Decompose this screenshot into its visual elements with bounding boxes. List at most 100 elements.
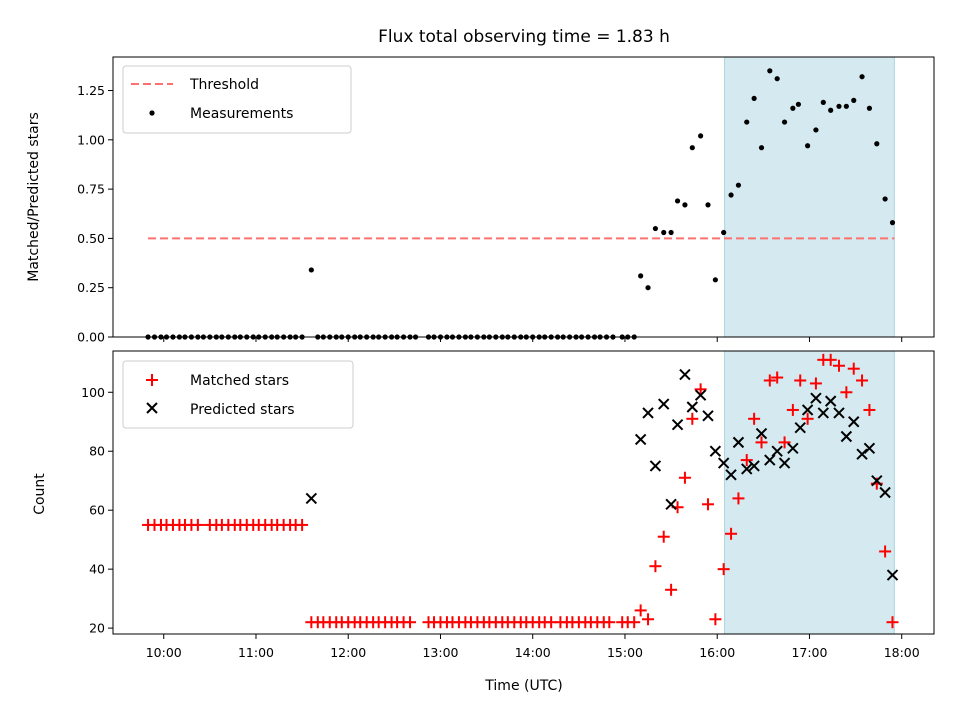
y-tick-label: 0.25 xyxy=(77,280,105,295)
top-x-ticks xyxy=(163,337,903,342)
measurement-point xyxy=(859,74,865,80)
predicted-star-point xyxy=(686,401,699,413)
matched-star-point xyxy=(296,518,309,531)
measurement-point xyxy=(874,141,880,147)
x-axis-label: Time (UTC) xyxy=(484,678,562,694)
bottom-highlight-span xyxy=(724,350,895,635)
measurement-point xyxy=(820,99,826,105)
matched-star-point xyxy=(191,518,204,531)
predicted-star-point xyxy=(801,404,814,416)
measurement-point xyxy=(758,145,765,151)
predicted-star-point xyxy=(642,407,654,419)
x-tick-label: 13:00 xyxy=(422,645,458,660)
matched-star-point xyxy=(686,412,699,425)
predicted-star-point xyxy=(871,475,883,487)
predicted-star-point xyxy=(848,416,860,428)
matched-star-point xyxy=(840,386,853,399)
matched-star-point xyxy=(809,377,822,390)
predicted-star-point xyxy=(694,389,707,401)
matched-star-point xyxy=(740,454,753,467)
matched-star-point xyxy=(634,604,647,617)
matched-star-point xyxy=(786,403,799,416)
predicted-star-point xyxy=(748,460,760,472)
matched-star-point xyxy=(856,374,869,387)
legend-matched-swatch xyxy=(146,374,158,386)
matched-star-point xyxy=(801,412,814,425)
y-tick-label: 20 xyxy=(89,621,105,636)
measurement-point xyxy=(698,133,704,139)
predicted-star-point xyxy=(634,433,647,446)
x-tick-label: 15:00 xyxy=(607,645,643,660)
y-tick-label: 40 xyxy=(89,562,105,577)
bottom-y-ticks: 20 40 60 80 100 xyxy=(81,385,113,636)
measurement-point xyxy=(795,101,801,107)
top-y-axis-label: Matched/Predicted stars xyxy=(26,112,42,282)
x-tick-label: 14:00 xyxy=(515,645,551,660)
predicted-star-point xyxy=(649,460,662,472)
predicted-star-point xyxy=(709,445,722,457)
bottom-plot-frame xyxy=(112,350,935,635)
measurement-point xyxy=(781,119,788,125)
x-tick-label: 11:00 xyxy=(238,645,274,660)
matched-star-point xyxy=(778,436,791,449)
matched-star-point xyxy=(665,583,678,596)
legend-matched-label: Matched stars xyxy=(190,373,289,389)
predicted-star-point xyxy=(702,410,714,422)
bottom-legend-frame xyxy=(122,360,354,429)
matched-star-point xyxy=(886,616,899,629)
measurement-point xyxy=(774,76,780,82)
predicted-star-point xyxy=(671,418,684,431)
measurement-point xyxy=(668,229,674,236)
y-tick-label: 100 xyxy=(81,385,105,400)
measurement-point xyxy=(744,119,750,125)
legend-threshold-label: Threshold xyxy=(189,77,259,93)
measurement-point xyxy=(728,192,734,198)
predicted-star-point xyxy=(732,436,745,449)
matched-star-point xyxy=(649,560,662,573)
x-tick-label: 12:00 xyxy=(330,645,366,660)
matched-star-point xyxy=(879,545,892,558)
legend-predicted-swatch xyxy=(146,402,158,414)
matched-star-point xyxy=(694,383,707,396)
predicted-star-point xyxy=(665,498,677,510)
predicted-star-point xyxy=(658,398,670,410)
matched-star-point xyxy=(603,616,616,629)
measurement-point xyxy=(851,97,857,103)
top-panel: 0.00 0.25 0.50 0.75 1.00 1.25 Matched/Predict… xyxy=(26,56,935,345)
y-tick-label: 0.75 xyxy=(77,182,105,197)
predicted-star-point xyxy=(863,442,876,454)
predicted-star-points xyxy=(305,368,899,581)
measurement-point xyxy=(790,105,796,111)
matched-star-point xyxy=(717,563,730,576)
matched-star-points xyxy=(142,353,899,629)
y-tick-label: 0.00 xyxy=(77,330,105,345)
measurement-point xyxy=(843,103,849,109)
matched-star-point xyxy=(628,616,641,629)
legend-measurements-label: Measurements xyxy=(190,106,293,122)
x-tick-label: 18:00 xyxy=(884,645,920,660)
predicted-star-point xyxy=(755,427,768,440)
predicted-star-point xyxy=(787,442,799,454)
matched-star-point xyxy=(832,359,845,372)
predicted-star-point xyxy=(879,486,891,499)
top-plot-frame xyxy=(112,56,935,338)
measurement-point xyxy=(813,127,819,133)
matched-star-point xyxy=(863,403,876,416)
measurement-point xyxy=(828,107,834,113)
matched-star-point xyxy=(725,527,738,540)
measurement-point xyxy=(674,198,681,204)
top-legend-frame xyxy=(122,65,352,134)
predicted-star-point xyxy=(771,445,783,457)
predicted-star-point xyxy=(764,454,776,466)
predicted-star-point xyxy=(778,457,791,469)
measurement-point xyxy=(661,229,667,236)
bottom-y-axis-label: Count xyxy=(32,473,48,515)
predicted-star-point xyxy=(817,407,830,419)
measurement-point xyxy=(712,277,718,283)
measurement-point xyxy=(767,68,773,74)
predicted-star-point xyxy=(794,421,806,434)
measurement-point xyxy=(638,273,644,279)
matched-star-point xyxy=(657,530,670,543)
matched-star-point xyxy=(755,436,768,449)
